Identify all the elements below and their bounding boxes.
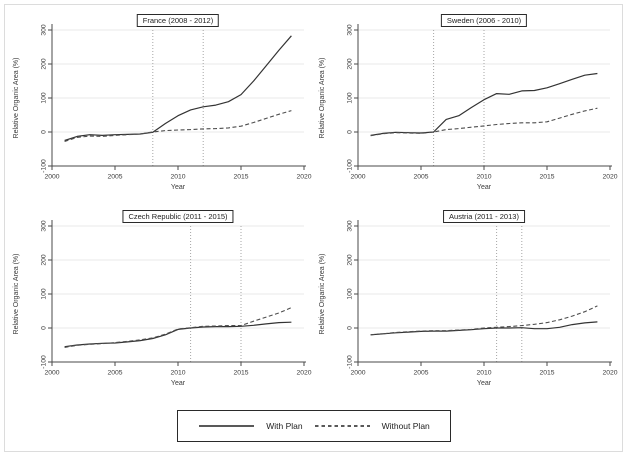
subplot-title-sweden: Sweden (2006 - 2010): [440, 14, 528, 27]
subplot-czech-republic: Czech Republic (2011 - 2015) -100 0 100 200…: [8, 202, 314, 398]
x-tick-label: 2000: [44, 370, 59, 377]
x-tick-label: 2015: [233, 174, 248, 181]
y-tick-label: 0: [346, 326, 353, 330]
x-tick-label: 2000: [44, 174, 59, 181]
y-tick-label: 300: [40, 220, 47, 232]
x-tick-label: 2010: [170, 370, 185, 377]
series-without-plan: [64, 307, 292, 348]
x-axis-title: Year: [477, 184, 492, 191]
y-tick-label: 0: [40, 130, 47, 134]
y-tick-label: 0: [346, 130, 353, 134]
x-tick-label: 2005: [413, 370, 428, 377]
series-with-plan: [370, 321, 598, 336]
subplot-title-czech-republic: Czech Republic (2011 - 2015): [122, 210, 234, 223]
sweden-chart-canvas: -100 0 100 200 300 2000 2005 2010 2015 2020 Relati…: [319, 24, 618, 191]
x-tick-label: 2005: [107, 370, 122, 377]
y-tick-label: 300: [346, 24, 353, 36]
y-tick-label: 200: [40, 58, 47, 70]
series-without-plan: [370, 107, 598, 137]
x-tick-label: 2020: [296, 174, 311, 181]
x-tick-label: 2015: [233, 370, 248, 377]
y-axis-title: Relative Organic Area (%): [13, 254, 20, 335]
charts-grid: France (2008 - 2012) -100 0 100 200 300 2000 2…: [8, 6, 620, 398]
subplot-france: France (2008 - 2012) -100 0 100 200 300 2000 2…: [8, 6, 314, 202]
x-axis-title: Year: [171, 184, 186, 191]
x-axis-title: Year: [171, 380, 186, 387]
y-tick-label: -100: [40, 355, 47, 369]
x-tick-label: 2000: [350, 370, 365, 377]
series-with-plan: [370, 72, 598, 136]
y-axis-title: Relative Organic Area (%): [319, 58, 326, 139]
x-axis-title: Year: [477, 380, 492, 387]
without-plan-line-sample: [314, 425, 370, 427]
x-tick-label: 2020: [602, 174, 617, 181]
series-without-plan: [64, 110, 292, 143]
x-tick-label: 2010: [476, 370, 491, 377]
y-tick-label: 100: [346, 288, 353, 300]
x-tick-label: 2005: [107, 174, 122, 181]
y-tick-label: 100: [346, 92, 353, 104]
y-axis-title: Relative Organic Area (%): [13, 58, 20, 139]
x-tick-label: 2005: [413, 174, 428, 181]
y-tick-label: 300: [346, 220, 353, 232]
x-tick-label: 2020: [602, 370, 617, 377]
legend: With Plan Without Plan: [177, 410, 451, 442]
y-tick-label: 200: [346, 58, 353, 70]
legend-label-with-plan: With Plan: [266, 421, 303, 431]
subplot-austria: Austria (2011 - 2013) -100 0 100 200 300 2000…: [314, 202, 620, 398]
y-axis-title: Relative Organic Area (%): [319, 254, 326, 335]
x-tick-label: 2015: [539, 370, 554, 377]
series-with-plan: [64, 321, 292, 348]
x-tick-label: 2015: [539, 174, 554, 181]
x-tick-label: 2010: [170, 174, 185, 181]
with-plan-line-sample: [199, 425, 255, 427]
austria-chart-canvas: -100 0 100 200 300 2000 2005 2010 2015 2020 Relati…: [319, 220, 618, 387]
subplot-title-france: France (2008 - 2012): [136, 14, 220, 27]
y-tick-label: -100: [346, 355, 353, 369]
y-tick-label: 100: [40, 288, 47, 300]
series-with-plan: [64, 35, 292, 142]
x-tick-label: 2010: [476, 174, 491, 181]
y-tick-label: 200: [40, 254, 47, 266]
y-tick-label: 300: [40, 24, 47, 36]
y-tick-label: 0: [40, 326, 47, 330]
czech-republic-chart-canvas: -100 0 100 200 300 2000 2005 2010 2015 2020 Relati…: [13, 220, 312, 387]
x-tick-label: 2000: [350, 174, 365, 181]
subplot-title-austria: Austria (2011 - 2013): [443, 210, 525, 223]
series-without-plan: [370, 305, 598, 336]
legend-label-without-plan: Without Plan: [381, 421, 430, 431]
y-tick-label: 100: [40, 92, 47, 104]
france-chart-canvas: -100 0 100 200 300 2000 2005 2010 2015 2020 Relati…: [13, 24, 312, 191]
x-tick-label: 2020: [296, 370, 311, 377]
subplot-sweden: Sweden (2006 - 2010) -100 0 100 200 300 2000 2…: [314, 6, 620, 202]
y-tick-label: -100: [40, 159, 47, 173]
y-tick-label: -100: [346, 159, 353, 173]
y-tick-label: 200: [346, 254, 353, 266]
